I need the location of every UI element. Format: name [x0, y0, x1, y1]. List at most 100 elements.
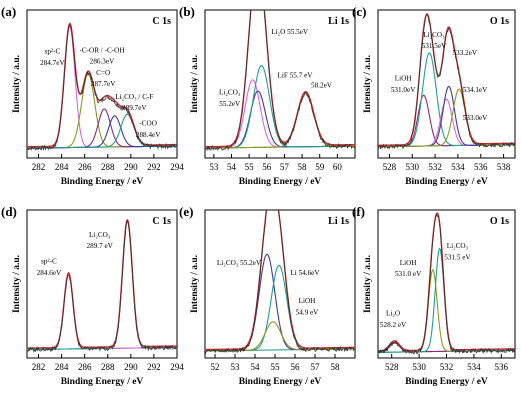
plot-frame — [204, 209, 356, 359]
x-tick-label: 55 — [271, 362, 281, 372]
y-axis-label: Intensity / a.u. — [363, 55, 373, 113]
x-axis-label: Binding Energy / eV — [239, 377, 322, 387]
x-tick-label: 57 — [311, 362, 321, 372]
x-tick-label: 288 — [101, 362, 115, 372]
x-tick-label: 58 — [298, 162, 308, 172]
peak-annotation: 55.2eV — [219, 100, 241, 108]
peak-annotation: 528.2 eV — [380, 321, 407, 329]
panel-title: C 1s — [152, 16, 171, 27]
peak-annotation: 531.5eV — [422, 42, 447, 50]
x-tick-label: 290 — [124, 362, 138, 372]
x-tick-label: 52 — [211, 362, 220, 372]
x-tick-label: 530 — [412, 362, 426, 372]
x-tick-label: 60 — [333, 162, 343, 172]
plot-frame — [26, 209, 178, 359]
panel-title: O 1s — [490, 216, 509, 227]
plot-frame — [204, 9, 356, 159]
panel-b: (b) Li 1s 53 54 55 56 57 58 59 60 Binding Energy /… — [179, 4, 356, 187]
panel-label: (c) — [352, 4, 366, 19]
peak-annotation: LiOH — [400, 259, 417, 267]
x-tick-label: 528 — [383, 162, 397, 172]
experimental-line — [27, 219, 177, 353]
x-tick-label: 534 — [467, 362, 481, 372]
x-tick-label: 282 — [32, 362, 46, 372]
peak-annotation: 531.0eV — [391, 86, 416, 94]
peak-annotation: Li₂O — [386, 310, 400, 318]
plot-frame — [377, 209, 516, 359]
peak-annotation: LiOH — [395, 74, 412, 82]
peak-annotation: -COO — [139, 120, 157, 128]
peak-annotation: -C-OR / -C-OH — [79, 46, 124, 54]
peak-annotation: 284.7eV — [40, 59, 65, 67]
peak-annotation: 289.7 eV — [87, 242, 114, 250]
panel-d: (d) C 1s 282 284 286 288 290 292 294 Binding Ener… — [1, 204, 184, 387]
envelope-line — [27, 22, 177, 148]
x-axis-label: Binding Energy / eV — [61, 377, 144, 387]
peak-annotation: 288.4eV — [136, 131, 161, 139]
x-tick-label: 56 — [262, 162, 272, 172]
curves — [27, 22, 177, 152]
curves — [378, 212, 515, 355]
experimental-line — [378, 213, 515, 355]
x-tick-label: 536 — [474, 162, 488, 172]
x-tick-label: 292 — [147, 162, 161, 172]
panel-c: (c) O 1s 528 530 532 534 536 538 Binding Energy … — [352, 4, 516, 187]
experimental-line — [205, 10, 355, 152]
curves — [205, 210, 355, 355]
y-axis-label: Intensity / a.u. — [363, 255, 373, 313]
peak-annotation: Li₂CO₃ / C-F — [115, 93, 153, 101]
x-tick-label: 54 — [227, 162, 237, 172]
component-peak — [205, 92, 355, 149]
y-axis-label: Intensity / a.u. — [12, 55, 22, 113]
x-tick-label: 532 — [440, 362, 454, 372]
curves — [378, 13, 515, 150]
y-axis-label: Intensity / a.u. — [12, 255, 22, 313]
x-tick-label: 57 — [280, 162, 290, 172]
peak-annotation: Li₂CO₃ 55.2eV — [217, 259, 262, 267]
curves — [205, 10, 355, 152]
panel-title: Li 1s — [328, 216, 349, 227]
peak-annotation: LiOH — [299, 297, 316, 305]
experimental-line — [205, 210, 355, 355]
panel-e: (e) Li 1s 52 53 54 55 56 57 58 Binding Energy / e… — [179, 204, 356, 387]
panel-f: (f) O 1s 528 530 532 534 536 Binding Energy / e… — [352, 204, 516, 387]
panel-label: (a) — [1, 4, 16, 19]
x-tick-label: 55 — [245, 162, 255, 172]
peak-annotation: 533.0eV — [463, 114, 488, 122]
peak-annotation: Li₂CO₃ — [89, 231, 111, 239]
x-tick-label: 284 — [55, 362, 69, 372]
x-tick-label: 528 — [385, 362, 399, 372]
x-tick-label: 294 — [170, 362, 184, 372]
x-tick-label: 536 — [495, 362, 509, 372]
panel-label: (e) — [179, 204, 193, 219]
panel-a: (a) C 1s 282 284 286 288 290 292 294 Binding Ener… — [1, 4, 184, 187]
experimental-line — [27, 24, 177, 152]
x-tick-label: 54 — [251, 362, 261, 372]
x-tick-label: 53 — [231, 362, 241, 372]
peak-annotation: Li₂O 55.5eV — [271, 28, 309, 36]
x-tick-label: 292 — [147, 362, 161, 372]
peak-annotation: Li 54.6eV — [290, 269, 320, 277]
peak-annotation: 286.3eV — [90, 58, 115, 66]
peak-annotation: 287.7eV — [91, 80, 116, 88]
x-tick-label: 59 — [315, 162, 325, 172]
peak-annotation: sp²-C — [45, 48, 61, 56]
peak-annotation: Li₂CO₃ — [219, 89, 241, 97]
y-axis-label: Intensity / a.u. — [190, 55, 200, 113]
peak-annotation: Li₂CO₃ — [423, 31, 445, 39]
peak-annotation: 531.5 eV — [444, 253, 471, 261]
x-tick-label: 286 — [78, 162, 92, 172]
x-axis-label: Binding Energy / eV — [61, 177, 144, 187]
x-tick-label: 282 — [32, 162, 46, 172]
x-axis-label: Binding Energy / eV — [239, 177, 322, 187]
peak-annotation: 58.2eV — [311, 82, 333, 90]
x-tick-label: 532 — [428, 162, 442, 172]
panel-label: (d) — [1, 204, 17, 219]
envelope-line — [27, 218, 177, 349]
peak-annotation: C=O — [96, 69, 110, 77]
y-axis-label: Intensity / a.u. — [190, 255, 200, 313]
panel-title: O 1s — [490, 16, 509, 27]
x-tick-label: 538 — [497, 162, 511, 172]
x-axis-label: Binding Energy / eV — [405, 377, 488, 387]
